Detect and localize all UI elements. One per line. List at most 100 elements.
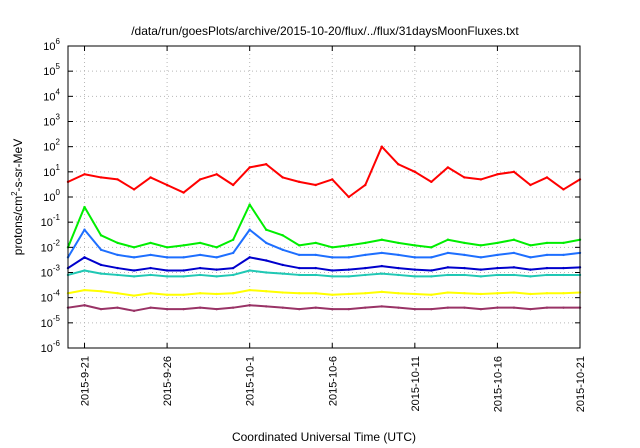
series-point xyxy=(430,180,433,184)
series-point xyxy=(215,256,218,259)
series-point xyxy=(463,273,466,277)
series-point xyxy=(545,241,549,245)
series-line xyxy=(67,145,581,198)
series-point xyxy=(231,266,235,270)
y-tick-label: 10-5 xyxy=(41,314,61,330)
series-point xyxy=(198,292,202,295)
series-point xyxy=(529,275,532,278)
series-point xyxy=(413,256,417,259)
series-point xyxy=(529,256,532,259)
series-point xyxy=(198,306,202,309)
series-point xyxy=(545,253,549,257)
series-point xyxy=(413,244,417,247)
series-point xyxy=(364,253,367,257)
series-point xyxy=(132,294,136,297)
series-point xyxy=(99,290,103,293)
series-point xyxy=(463,176,466,179)
series-point xyxy=(463,266,466,270)
series-point xyxy=(132,275,136,278)
series-point xyxy=(364,292,367,295)
series-point xyxy=(479,256,483,259)
series-point xyxy=(529,307,532,311)
series-point xyxy=(248,288,251,292)
series-point xyxy=(116,292,119,295)
series-point xyxy=(413,170,417,174)
series-point xyxy=(397,163,400,166)
series-point xyxy=(132,309,136,313)
series-point xyxy=(314,266,317,270)
series-point xyxy=(182,293,185,296)
y-tick-label: 104 xyxy=(43,87,60,103)
series-point xyxy=(165,256,169,259)
series-point xyxy=(281,176,284,179)
series-point xyxy=(529,244,532,247)
y-tick-label: 105 xyxy=(43,62,60,78)
series-point xyxy=(83,173,86,176)
x-axis-title: Coordinated Universal Time (UTC) xyxy=(232,430,416,444)
series-point xyxy=(132,256,136,259)
series-point xyxy=(364,183,367,187)
series-point xyxy=(132,246,136,249)
series-point xyxy=(364,266,367,270)
series-point xyxy=(99,176,103,179)
x-tick-label: 2015-9-21 xyxy=(80,356,92,406)
x-tick-label: 2015-10-11 xyxy=(410,356,422,411)
series-point xyxy=(496,173,499,176)
series-point xyxy=(397,292,400,295)
series-point xyxy=(446,273,450,277)
series-point xyxy=(215,292,218,296)
series-point xyxy=(83,288,86,292)
series-line xyxy=(67,228,581,259)
x-tick-label: 2015-10-21 xyxy=(575,356,587,412)
y-tick-label: 10-4 xyxy=(41,289,61,305)
series-point xyxy=(165,183,169,187)
series-point xyxy=(545,176,549,179)
series-point xyxy=(413,275,417,278)
series-point xyxy=(248,304,251,307)
series-point xyxy=(512,251,516,255)
series-point xyxy=(264,228,268,231)
series-point xyxy=(298,292,301,295)
series-point xyxy=(331,275,334,278)
series-point xyxy=(149,253,152,257)
series-point xyxy=(182,244,185,247)
y-tick-label: 101 xyxy=(43,163,60,179)
series-point xyxy=(562,266,565,270)
series-point xyxy=(149,266,152,270)
series-point xyxy=(215,275,218,278)
x-tick-label: 2015-10-1 xyxy=(245,356,257,406)
series-point xyxy=(248,269,251,272)
series-point xyxy=(182,191,185,194)
series-point xyxy=(545,273,549,277)
series-point xyxy=(364,241,367,245)
series-point xyxy=(314,306,317,309)
series-point xyxy=(198,178,202,181)
series-point xyxy=(165,246,169,249)
series-point xyxy=(281,306,284,309)
series-point xyxy=(545,266,549,270)
series-point xyxy=(364,273,367,277)
series-point xyxy=(496,253,499,257)
series-point xyxy=(347,256,350,259)
series-point xyxy=(397,306,400,309)
series-point xyxy=(83,228,86,231)
series-point xyxy=(331,178,334,181)
series-point xyxy=(182,269,185,272)
series-point xyxy=(231,238,235,241)
series-point xyxy=(430,307,433,311)
series-point xyxy=(446,238,450,241)
series-point xyxy=(380,290,384,294)
series-point xyxy=(463,253,466,257)
series-point xyxy=(83,269,86,272)
series-point xyxy=(380,145,384,148)
series-point xyxy=(198,241,202,245)
series-point xyxy=(380,272,384,275)
series-point xyxy=(231,306,235,309)
series-point xyxy=(165,307,169,311)
series-point xyxy=(198,253,202,257)
series-point xyxy=(562,306,565,309)
series-point xyxy=(215,173,218,176)
series-point xyxy=(562,188,565,191)
series-line xyxy=(67,269,580,278)
series-point xyxy=(512,170,516,174)
